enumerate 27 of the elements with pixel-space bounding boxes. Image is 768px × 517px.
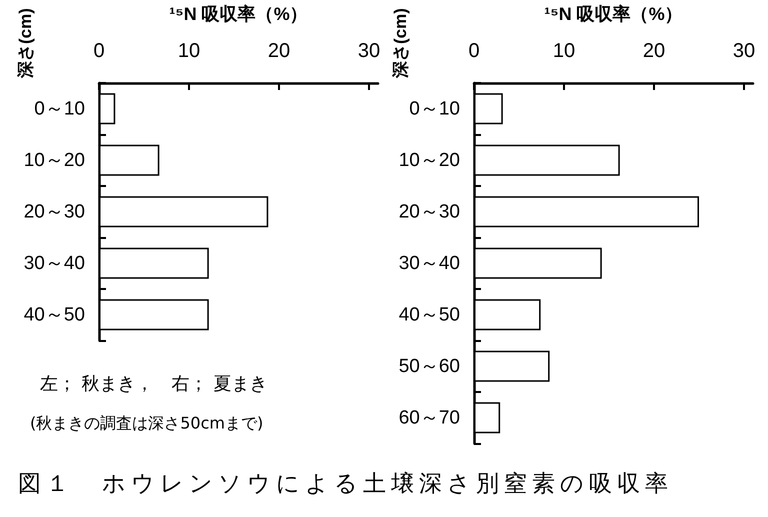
y-tick-label: 10～20 <box>24 150 85 171</box>
y-axis-title: 深さ(cm) <box>391 8 410 79</box>
x-tick-label: 20 <box>642 40 666 62</box>
y-tick-label: 0～10 <box>409 98 460 120</box>
y-tick-label: 30～40 <box>398 252 460 274</box>
y-tick-label: 20～30 <box>398 201 460 222</box>
x-tick-label: 0 <box>93 40 105 62</box>
y-tick-label: 50～60 <box>398 356 460 377</box>
text: (秋まきの調査は深さ50cmまで) <box>30 414 264 432</box>
y-tick-label: 20～30 <box>24 201 85 222</box>
x-tick-label: 30 <box>732 40 756 62</box>
text: 左； 秋まき， 右； 夏まき <box>40 374 268 394</box>
y-tick-label: 40～50 <box>398 304 460 326</box>
x-axis-title: ¹⁵N 吸収率（%） <box>544 4 683 24</box>
y-tick-label: 40～50 <box>24 304 85 326</box>
y-tick-label: 0～10 <box>34 98 85 120</box>
y-axis-title: 深さ(cm) <box>16 8 35 79</box>
y-tick-label: 60～70 <box>398 407 460 428</box>
x-tick-label: 10 <box>178 40 200 62</box>
x-tick-label: 20 <box>268 40 290 62</box>
text: 図１ ホウレンソウによる土壌深さ別窒素の吸収率 <box>17 470 674 499</box>
x-axis-title: ¹⁵N 吸収率（%） <box>169 4 308 24</box>
x-tick-label: 30 <box>358 40 380 62</box>
x-tick-label: 0 <box>468 40 480 62</box>
y-tick-label: 30～40 <box>24 252 85 274</box>
y-tick-label: 10～20 <box>398 150 460 171</box>
x-tick-label: 10 <box>552 40 576 62</box>
